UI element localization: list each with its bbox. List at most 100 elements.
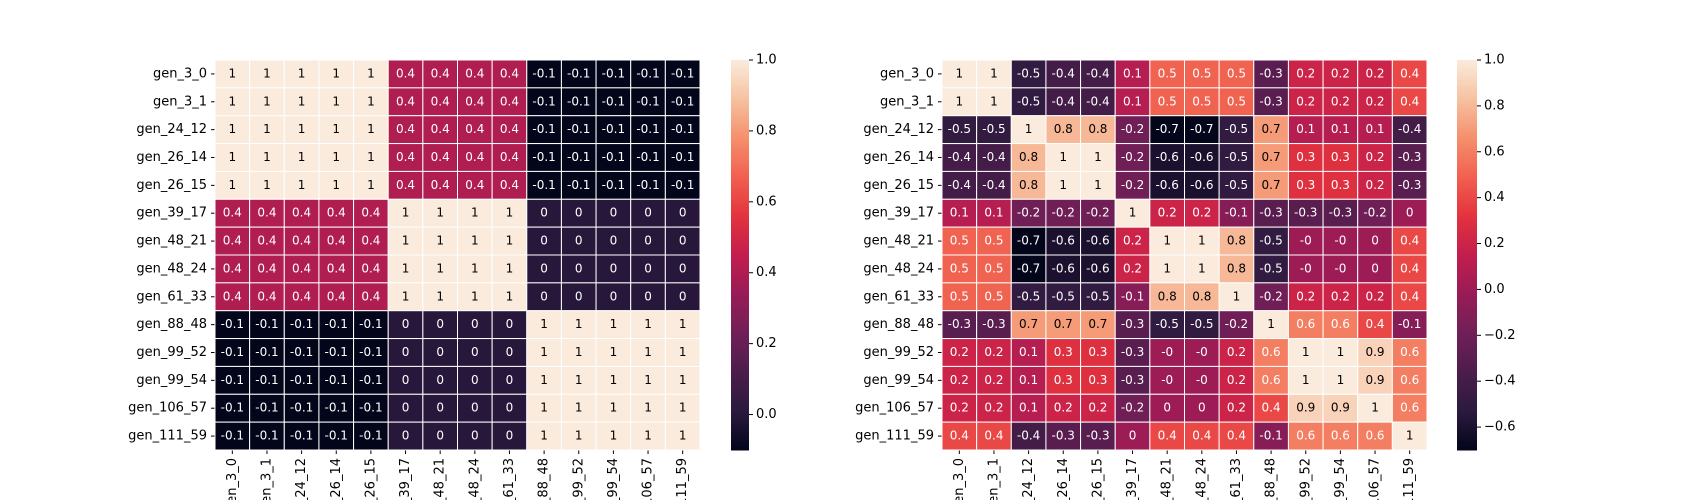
colorbar-segment <box>1457 388 1477 392</box>
cell-label: 0.4 <box>500 150 519 164</box>
heatmap-cell <box>457 59 493 89</box>
colorbar-segment <box>731 414 749 418</box>
colorbar-segment <box>731 66 749 71</box>
colorbar-segment <box>1457 414 1477 418</box>
heatmap-cell <box>422 87 459 117</box>
colorbar-tick-label: 0.2 <box>1484 236 1505 251</box>
cell-label: 0 <box>402 373 410 387</box>
colorbar-segment <box>1457 115 1477 119</box>
colorbar-segment <box>731 430 749 435</box>
cell-label: 0 <box>436 429 444 443</box>
heatmap-cell <box>1322 198 1359 228</box>
colorbar-segment <box>1457 271 1477 275</box>
colorbar-tick-label: 1.0 <box>1484 53 1505 68</box>
cell-label: 0.4 <box>361 206 380 220</box>
y-tick-label: gen_26_14 <box>136 150 207 165</box>
heatmap-cell <box>457 143 493 172</box>
heatmap-cell <box>630 393 666 423</box>
cell-label: 1 <box>610 401 618 415</box>
colorbar-segment <box>731 446 749 451</box>
heatmap-cell <box>595 226 632 256</box>
cell-label: 0.4 <box>257 261 276 275</box>
cell-label: -0.1 <box>602 122 625 136</box>
heatmap-cell <box>283 254 320 284</box>
colorbar-segment <box>731 147 749 152</box>
x-tick-label: gen_26_15 <box>363 458 378 500</box>
heatmap-cell <box>1287 115 1324 145</box>
colorbar-segment <box>731 378 749 383</box>
cell-label: -0.2 <box>1121 178 1144 192</box>
heatmap-cell <box>353 226 389 256</box>
heatmap-cell <box>595 282 632 312</box>
colorbar-segment <box>731 329 749 334</box>
colorbar-segment <box>731 121 749 126</box>
cell-label: -0.5 <box>1017 66 1040 80</box>
cell-label: -0.4 <box>982 178 1005 192</box>
heatmap-cell <box>1010 338 1047 367</box>
heatmap-cell <box>214 365 251 395</box>
heatmap-cell <box>664 310 701 340</box>
cell-label: 1 <box>1406 429 1414 443</box>
cell-label: 0.2 <box>1158 206 1177 220</box>
cell-label: 0.4 <box>1227 429 1246 443</box>
cell-label: 0.4 <box>1400 234 1419 248</box>
heatmap-cell <box>526 310 562 340</box>
colorbar-segment <box>731 134 749 139</box>
heatmap-cell <box>595 421 632 451</box>
cell-label: 0 <box>644 289 652 303</box>
colorbar-segment <box>731 79 749 84</box>
heatmap-cell <box>422 421 459 451</box>
heatmap-cell <box>318 115 355 145</box>
cell-label: -0.1 <box>636 122 659 136</box>
cell-label: 0 <box>644 206 652 220</box>
cell-label: 1 <box>1267 317 1275 331</box>
colorbar-segment <box>731 76 749 80</box>
colorbar-tick-label: 0.4 <box>1484 190 1505 205</box>
colorbar-segment <box>731 284 749 288</box>
heatmap-cell <box>491 282 528 312</box>
y-tick-label: gen_24_12 <box>136 122 207 137</box>
colorbar-segment <box>731 141 749 145</box>
heatmap-cell <box>595 254 632 284</box>
colorbar-segment <box>1457 326 1477 331</box>
colorbar-segment <box>1457 157 1477 162</box>
heatmap-cell <box>1391 338 1428 367</box>
heatmap-cell <box>1010 115 1047 145</box>
heatmap-cell <box>941 254 978 284</box>
cell-label: 0 <box>610 289 618 303</box>
heatmap-cell <box>1080 393 1116 423</box>
cell-label: 1 <box>298 150 306 164</box>
colorbar-segment <box>1457 190 1477 194</box>
cell-label: -0.1 <box>221 401 244 415</box>
colorbar-segment <box>1457 427 1477 431</box>
cell-label: -0.1 <box>325 373 348 387</box>
cell-label: 0.4 <box>396 150 415 164</box>
colorbar-segment <box>731 245 749 249</box>
heatmap-cell <box>1322 421 1359 451</box>
cell-label: -0.3 <box>1086 429 1109 443</box>
colorbar-segment <box>1457 82 1477 87</box>
cell-label: 0.8 <box>1227 261 1246 275</box>
heatmap-cell <box>976 115 1012 145</box>
heatmap-cell <box>1114 143 1151 172</box>
cell-label: -0 <box>1161 373 1173 387</box>
colorbar-segment <box>1457 108 1477 113</box>
cell-label: 1 <box>332 178 340 192</box>
colorbar-segment <box>731 160 749 165</box>
cell-label: 0 <box>436 373 444 387</box>
heatmap-cell <box>318 87 355 117</box>
y-tick-label: gen_111_59 <box>855 429 934 444</box>
cell-label: 0.7 <box>1262 150 1281 164</box>
cell-label: -0.1 <box>1225 206 1248 220</box>
cell-label: -0.2 <box>1017 206 1040 220</box>
cell-label: 0.4 <box>327 261 346 275</box>
y-tick-label: gen_3_1 <box>880 94 934 109</box>
cell-label: 0.8 <box>1019 150 1038 164</box>
heatmap-cell <box>318 365 355 395</box>
cell-label: 0 <box>575 234 583 248</box>
colorbar-segment <box>731 196 749 201</box>
heatmap-cell <box>387 59 424 89</box>
cell-label: 1 <box>1025 122 1033 136</box>
cell-label: 0.4 <box>223 206 242 220</box>
colorbar-segment <box>1457 92 1477 97</box>
